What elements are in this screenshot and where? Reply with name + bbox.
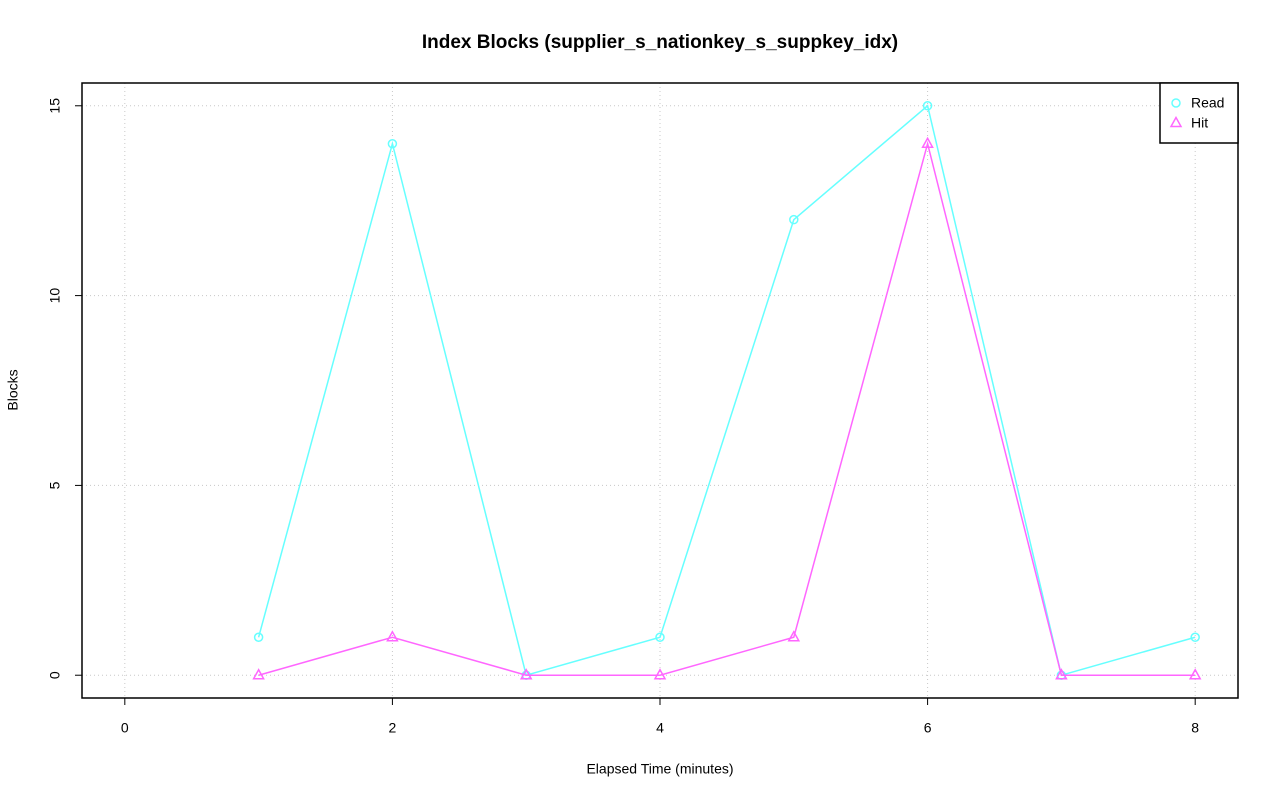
legend-marker <box>1169 115 1183 128</box>
y-axis-label: Blocks <box>5 369 21 410</box>
point <box>1190 632 1200 643</box>
chart-title: Index Blocks (supplier_s_nationkey_s_sup… <box>422 32 898 53</box>
point <box>387 138 398 149</box>
y-tick-label: 15 <box>47 98 63 114</box>
series-line <box>258 140 1196 676</box>
y-tick-label: 0 <box>47 671 63 679</box>
point <box>519 668 533 680</box>
legend-label: Read <box>1191 95 1224 111</box>
point <box>653 668 667 680</box>
point <box>921 136 934 148</box>
x-tick-label: 4 <box>656 720 664 736</box>
point <box>253 632 264 643</box>
point <box>787 630 801 642</box>
point <box>1055 668 1068 680</box>
point <box>1188 668 1202 680</box>
x-tick-label: 0 <box>121 720 129 736</box>
plot-frame <box>81 82 1239 699</box>
x-tick-label: 2 <box>389 720 397 736</box>
x-tick-label: 8 <box>1191 720 1199 736</box>
point <box>386 630 399 642</box>
x-tick-label: 6 <box>924 720 932 736</box>
legend-marker <box>1171 98 1181 108</box>
legend-box <box>1159 82 1239 144</box>
y-tick-label: 5 <box>47 481 63 489</box>
point <box>252 668 265 680</box>
point <box>655 632 665 643</box>
y-tick-label: 10 <box>47 288 63 304</box>
x-axis-label: Elapsed Time (minutes) <box>586 761 733 777</box>
point <box>789 214 799 225</box>
legend-label: Hit <box>1191 115 1208 131</box>
series-line <box>257 104 1196 677</box>
point <box>922 101 933 111</box>
